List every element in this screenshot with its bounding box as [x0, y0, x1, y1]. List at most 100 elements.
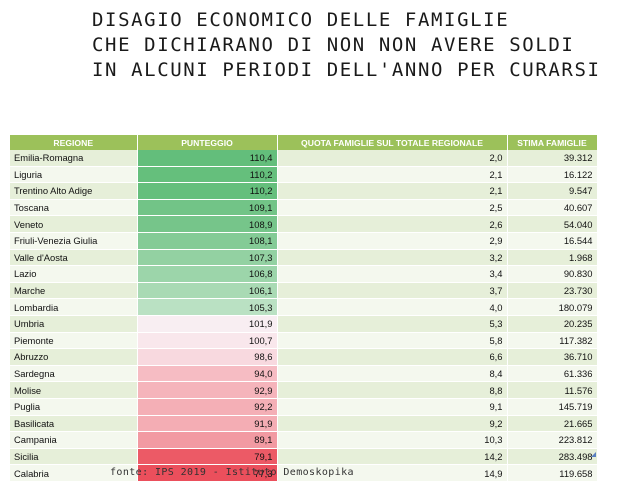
table-header-row: REGIONE PUNTEGGIO QUOTA FAMIGLIE SUL TOT…: [10, 135, 598, 150]
cell-stima: 23.730: [507, 282, 598, 300]
table-row: Veneto 108,9 2,6 54.040: [10, 215, 598, 233]
table-row: Basilicata 91,9 9,2 21.665: [10, 415, 598, 433]
cell-stima: 223.812: [507, 431, 598, 449]
cell-stima: 36.710: [507, 348, 598, 366]
cell-quota: 5,3: [277, 315, 508, 333]
cell-score: 92,9: [137, 381, 278, 399]
header-quota: QUOTA FAMIGLIE SUL TOTALE REGIONALE: [277, 135, 508, 150]
cell-quota: 2,9: [277, 232, 508, 250]
cell-score: 94,0: [137, 365, 278, 383]
cell-stima: 39.312: [507, 150, 598, 167]
cell-score: 92,2: [137, 398, 278, 416]
cell-quota: 6,6: [277, 348, 508, 366]
title-line-2: CHE DICHIARANO DI NON NON AVERE SOLDI: [92, 34, 575, 56]
cell-stima: 90.830: [507, 265, 598, 283]
cell-region: Emilia-Romagna: [10, 150, 138, 167]
cell-score: 98,6: [137, 348, 278, 366]
cell-quota: 5,8: [277, 332, 508, 350]
cell-stima: 180.079: [507, 298, 598, 316]
cell-region: Trentino Alto Adige: [10, 182, 138, 200]
table-row: Sicilia 79,1 14,2 283.498: [10, 448, 598, 466]
cell-stima: 145.719: [507, 398, 598, 416]
cell-region: Lazio: [10, 265, 138, 283]
cell-quota: 10,3: [277, 431, 508, 449]
cell-score: 100,7: [137, 332, 278, 350]
cell-region: Abruzzo: [10, 348, 138, 366]
cell-region: Liguria: [10, 166, 138, 184]
header-stima: STIMA FAMIGLIE: [507, 135, 598, 150]
cell-quota: 3,4: [277, 265, 508, 283]
cell-stima: 1.968: [507, 249, 598, 267]
table-row: Umbria 101,9 5,3 20.235: [10, 315, 598, 333]
cell-stima: 40.607: [507, 199, 598, 217]
table-row: Trentino Alto Adige 110,2 2,1 9.547: [10, 182, 598, 200]
data-table-container: REGIONE PUNTEGGIO QUOTA FAMIGLIE SUL TOT…: [10, 135, 598, 482]
cell-quota: 2,6: [277, 215, 508, 233]
cell-score: 110,2: [137, 182, 278, 200]
table-row: Marche 106,1 3,7 23.730: [10, 282, 598, 300]
table-row: Calabria 77,3 14,9 119.658: [10, 464, 598, 482]
table-row: Puglia 92,2 9,1 145.719: [10, 398, 598, 416]
table-row: Piemonte 100,7 5,8 117.382: [10, 332, 598, 350]
cell-quota: 9,2: [277, 415, 508, 433]
cell-region: Veneto: [10, 215, 138, 233]
cell-quota: 3,2: [277, 249, 508, 267]
table-row: Abruzzo 98,6 6,6 36.710: [10, 348, 598, 366]
cell-stima: 16.122: [507, 166, 598, 184]
cell-stima: 16.544: [507, 232, 598, 250]
title-line-1: DISAGIO ECONOMICO DELLE FAMIGLIE: [92, 9, 510, 31]
title-line-3: IN ALCUNI PERIODI DELL'ANNO PER CURARSI: [92, 59, 601, 81]
cell-score: 79,1: [137, 448, 278, 466]
table-row: Lombardia 105,3 4,0 180.079: [10, 298, 598, 316]
table-row: Molise 92,9 8,8 11.576: [10, 381, 598, 399]
table-row: Lazio 106,8 3,4 90.830: [10, 265, 598, 283]
cell-quota: 2,1: [277, 182, 508, 200]
table-row: Valle d'Aosta 107,3 3,2 1.968: [10, 249, 598, 267]
header-regione: REGIONE: [10, 135, 138, 150]
cell-score: 106,8: [137, 265, 278, 283]
cell-stima: 11.576: [507, 381, 598, 399]
cell-stima: 20.235: [507, 315, 598, 333]
cell-quota: 8,4: [277, 365, 508, 383]
cell-score: 110,4: [137, 150, 278, 167]
cell-region: Puglia: [10, 398, 138, 416]
cell-region: Basilicata: [10, 415, 138, 433]
page-title: DISAGIO ECONOMICO DELLE FAMIGLIE CHE DIC…: [92, 8, 612, 83]
corner-marker-icon: [591, 452, 596, 457]
cell-score: 91,9: [137, 415, 278, 433]
cell-score: 101,9: [137, 315, 278, 333]
cell-region: Toscana: [10, 199, 138, 217]
cell-region: Umbria: [10, 315, 138, 333]
cell-stima: 119.658: [507, 464, 598, 482]
cell-stima: 21.665: [507, 415, 598, 433]
cell-region: Valle d'Aosta: [10, 249, 138, 267]
cell-score: 107,3: [137, 249, 278, 267]
cell-region: Sicilia: [10, 448, 138, 466]
cell-region: Molise: [10, 381, 138, 399]
cell-quota: 2,5: [277, 199, 508, 217]
cell-score: 109,1: [137, 199, 278, 217]
cell-score: 110,2: [137, 166, 278, 184]
cell-score: 77,3: [137, 464, 278, 482]
cell-region: Sardegna: [10, 365, 138, 383]
cell-quota: 9,1: [277, 398, 508, 416]
cell-score: 108,9: [137, 215, 278, 233]
table-row: Emilia-Romagna 110,4 2,0 39.312: [10, 150, 598, 167]
cell-region: Marche: [10, 282, 138, 300]
cell-stima: 117.382: [507, 332, 598, 350]
cell-region: Piemonte: [10, 332, 138, 350]
table-row: Sardegna 94,0 8,4 61.336: [10, 365, 598, 383]
cell-quota: 2,1: [277, 166, 508, 184]
cell-region: Calabria: [10, 464, 138, 482]
cell-stima: 283.498: [507, 448, 598, 466]
table-row: Friuli-Venezia Giulia 108,1 2,9 16.544: [10, 232, 598, 250]
cell-stima: 9.547: [507, 182, 598, 200]
header-punteggio: PUNTEGGIO: [137, 135, 278, 150]
cell-region: Friuli-Venezia Giulia: [10, 232, 138, 250]
cell-region: Campania: [10, 431, 138, 449]
cell-quota: 3,7: [277, 282, 508, 300]
cell-stima: 54.040: [507, 215, 598, 233]
source-caption: fonte: IPS 2019 - Istituto Demoskopika: [110, 467, 354, 478]
cell-quota: 14,2: [277, 448, 508, 466]
table-row: Toscana 109,1 2,5 40.607: [10, 199, 598, 217]
